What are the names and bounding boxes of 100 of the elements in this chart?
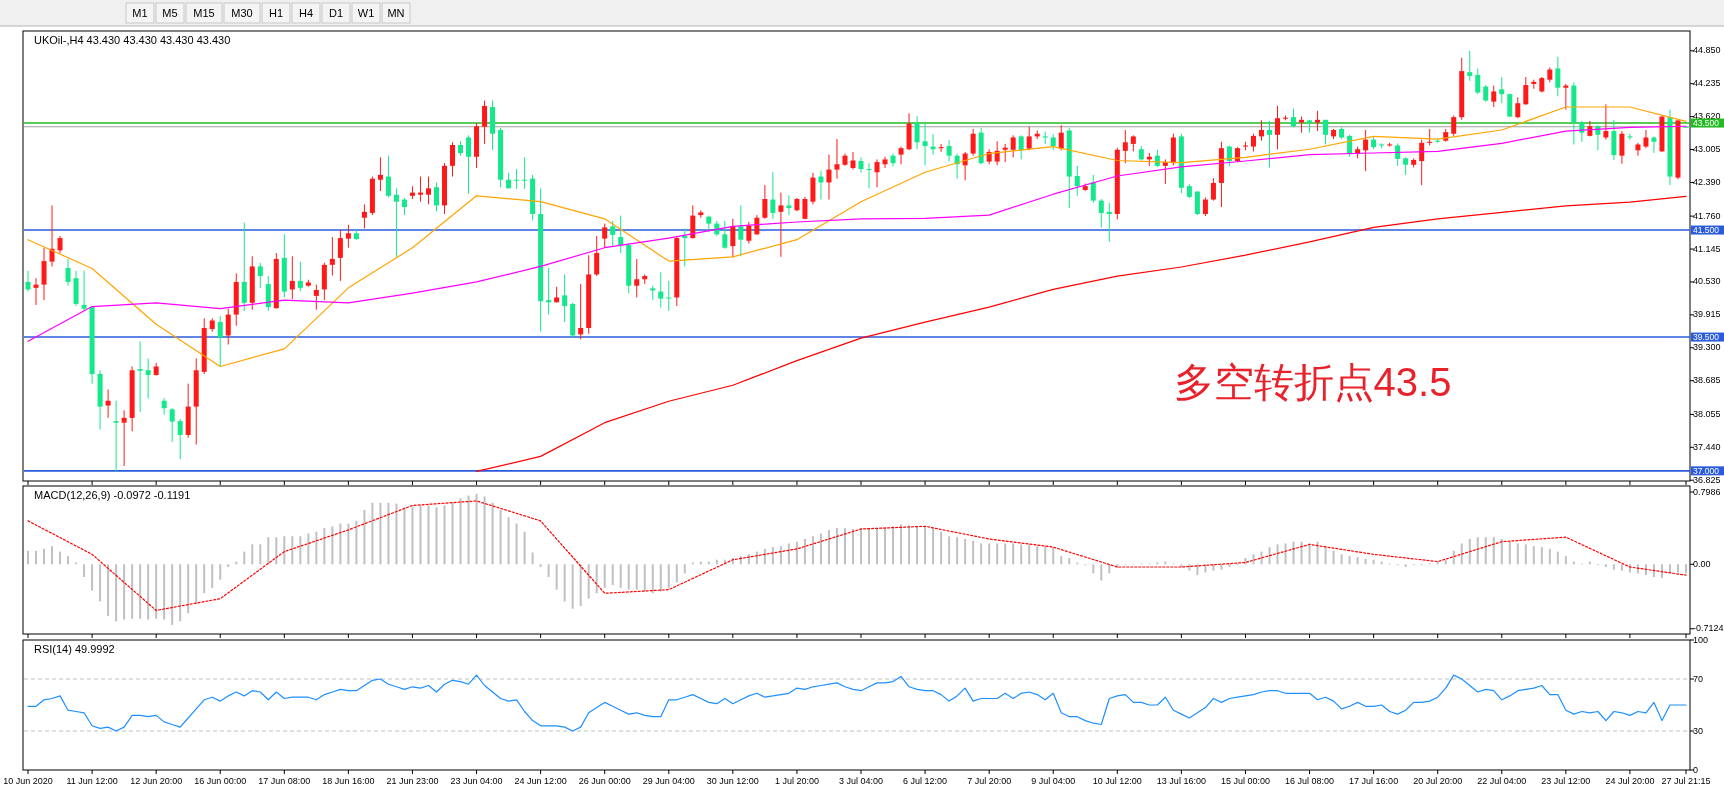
x-tick-label: 27 Jul 21:15 (1661, 776, 1711, 786)
bar (948, 536, 951, 565)
candlestick (602, 223, 608, 249)
bar (563, 564, 566, 602)
candlestick (722, 220, 728, 250)
x-tick-label: 11 Jun 12:00 (66, 776, 118, 786)
candlestick (1074, 165, 1080, 197)
candlestick (1627, 133, 1633, 141)
bar (1028, 544, 1031, 565)
bar (1556, 551, 1559, 565)
bar (27, 550, 29, 565)
bar (443, 505, 446, 565)
bar (1516, 543, 1519, 565)
candlestick (1619, 130, 1625, 165)
candlestick (257, 262, 263, 289)
bar (211, 564, 214, 588)
bar (1188, 564, 1191, 571)
bar (659, 564, 662, 592)
bar (43, 548, 46, 565)
bar (83, 564, 86, 577)
bar (35, 550, 38, 565)
candlestick (1499, 76, 1505, 104)
bar (395, 503, 398, 565)
bar (1364, 558, 1367, 565)
candlestick (1323, 119, 1329, 145)
candlestick (1395, 142, 1401, 167)
bar (387, 502, 390, 565)
text: H1 (268, 7, 284, 19)
x-tick-label: 17 Jul 16:00 (1349, 776, 1399, 786)
bar (651, 564, 654, 594)
bar (1004, 543, 1007, 565)
candlestick (922, 123, 928, 166)
bar (1308, 543, 1311, 565)
candlestick (834, 138, 840, 180)
bar (315, 531, 318, 565)
candlestick (337, 229, 343, 282)
candlestick (177, 418, 183, 460)
y-tick-label: 39.915 (1693, 309, 1721, 320)
bar (91, 564, 94, 591)
candlestick (938, 143, 944, 153)
candlestick (994, 140, 1000, 166)
ref-line-label: 39.500 (1693, 332, 1720, 343)
bar (643, 564, 646, 592)
bar (1460, 543, 1463, 565)
candlestick (762, 184, 768, 220)
x-tick-label: 16 Jul 08:00 (1285, 776, 1335, 786)
candlestick (385, 155, 391, 198)
candlestick (1098, 198, 1104, 228)
x-tick-label: 7 Jul 20:00 (967, 776, 1012, 786)
bar (1252, 554, 1255, 565)
candlestick (1106, 202, 1112, 243)
bar (627, 564, 630, 590)
candlestick (1651, 135, 1657, 154)
bar (1468, 538, 1471, 565)
bar (171, 564, 174, 625)
x-tick-label: 24 Jun 12:00 (514, 776, 567, 786)
candlestick (1275, 105, 1280, 150)
bar (419, 505, 422, 565)
bar (163, 564, 166, 620)
candlestick (393, 187, 399, 258)
y-tick-label: 30 (1693, 725, 1704, 736)
bar (179, 564, 182, 622)
candlestick (666, 280, 672, 312)
bar (139, 564, 142, 619)
candlestick (1267, 120, 1272, 168)
bar (531, 552, 534, 565)
bar (411, 507, 414, 565)
candlestick (1258, 119, 1264, 142)
bar (283, 536, 286, 565)
bar (980, 543, 983, 565)
y-tick-label: 42.390 (1693, 176, 1721, 187)
candlestick (754, 214, 760, 236)
bar (323, 528, 326, 565)
bar (451, 502, 454, 565)
candlestick (1467, 50, 1473, 82)
x-tick-label: 3 Jul 04:00 (838, 776, 884, 786)
candlestick (770, 171, 776, 220)
bar (219, 564, 222, 580)
bar (1404, 564, 1407, 568)
bar (1652, 564, 1655, 577)
bar (1324, 546, 1327, 565)
bar (827, 529, 830, 565)
candlestick (113, 400, 119, 472)
candlestick (898, 146, 904, 165)
candlestick (137, 340, 143, 413)
bar (771, 547, 774, 565)
bar (779, 546, 782, 565)
y-tick-label: 0 (1693, 764, 1699, 775)
bar (427, 505, 430, 565)
bar (1212, 564, 1215, 571)
text: M15 (193, 7, 215, 19)
bar (1500, 538, 1503, 565)
candlestick (610, 220, 616, 247)
bar (347, 523, 350, 565)
bar (1276, 544, 1279, 565)
x-tick-label: 9 Jul 04:00 (1031, 776, 1076, 786)
bar (1476, 537, 1479, 565)
x-tick-label: 1 Jul 20:00 (774, 776, 819, 786)
text: M30 (231, 7, 253, 19)
bar (379, 502, 382, 565)
